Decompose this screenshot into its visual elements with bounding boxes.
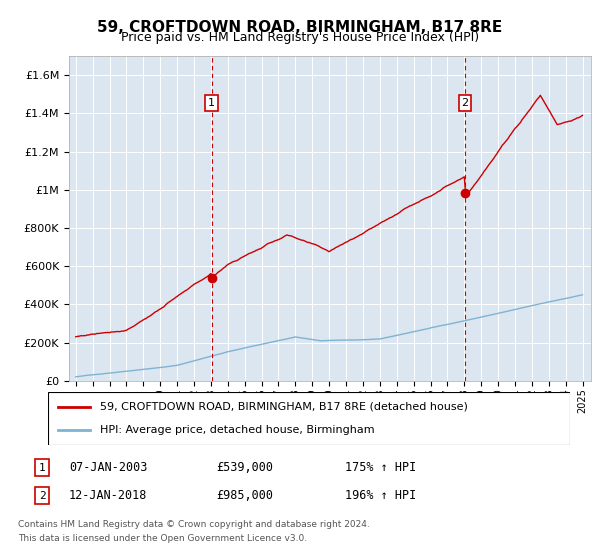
Text: 2: 2 xyxy=(38,491,46,501)
Text: 07-JAN-2003: 07-JAN-2003 xyxy=(69,461,148,474)
Text: 196% ↑ HPI: 196% ↑ HPI xyxy=(345,489,416,502)
Text: 59, CROFTDOWN ROAD, BIRMINGHAM, B17 8RE: 59, CROFTDOWN ROAD, BIRMINGHAM, B17 8RE xyxy=(97,20,503,35)
Text: 175% ↑ HPI: 175% ↑ HPI xyxy=(345,461,416,474)
Text: HPI: Average price, detached house, Birmingham: HPI: Average price, detached house, Birm… xyxy=(100,425,375,435)
Text: Contains HM Land Registry data © Crown copyright and database right 2024.: Contains HM Land Registry data © Crown c… xyxy=(18,520,370,529)
FancyBboxPatch shape xyxy=(48,392,570,445)
Text: £985,000: £985,000 xyxy=(216,489,273,502)
Text: 1: 1 xyxy=(38,463,46,473)
Text: This data is licensed under the Open Government Licence v3.0.: This data is licensed under the Open Gov… xyxy=(18,534,307,543)
Text: 59, CROFTDOWN ROAD, BIRMINGHAM, B17 8RE (detached house): 59, CROFTDOWN ROAD, BIRMINGHAM, B17 8RE … xyxy=(100,402,468,412)
Text: 2: 2 xyxy=(461,98,469,108)
Text: £539,000: £539,000 xyxy=(216,461,273,474)
Text: Price paid vs. HM Land Registry's House Price Index (HPI): Price paid vs. HM Land Registry's House … xyxy=(121,31,479,44)
Text: 1: 1 xyxy=(208,98,215,108)
Text: 12-JAN-2018: 12-JAN-2018 xyxy=(69,489,148,502)
